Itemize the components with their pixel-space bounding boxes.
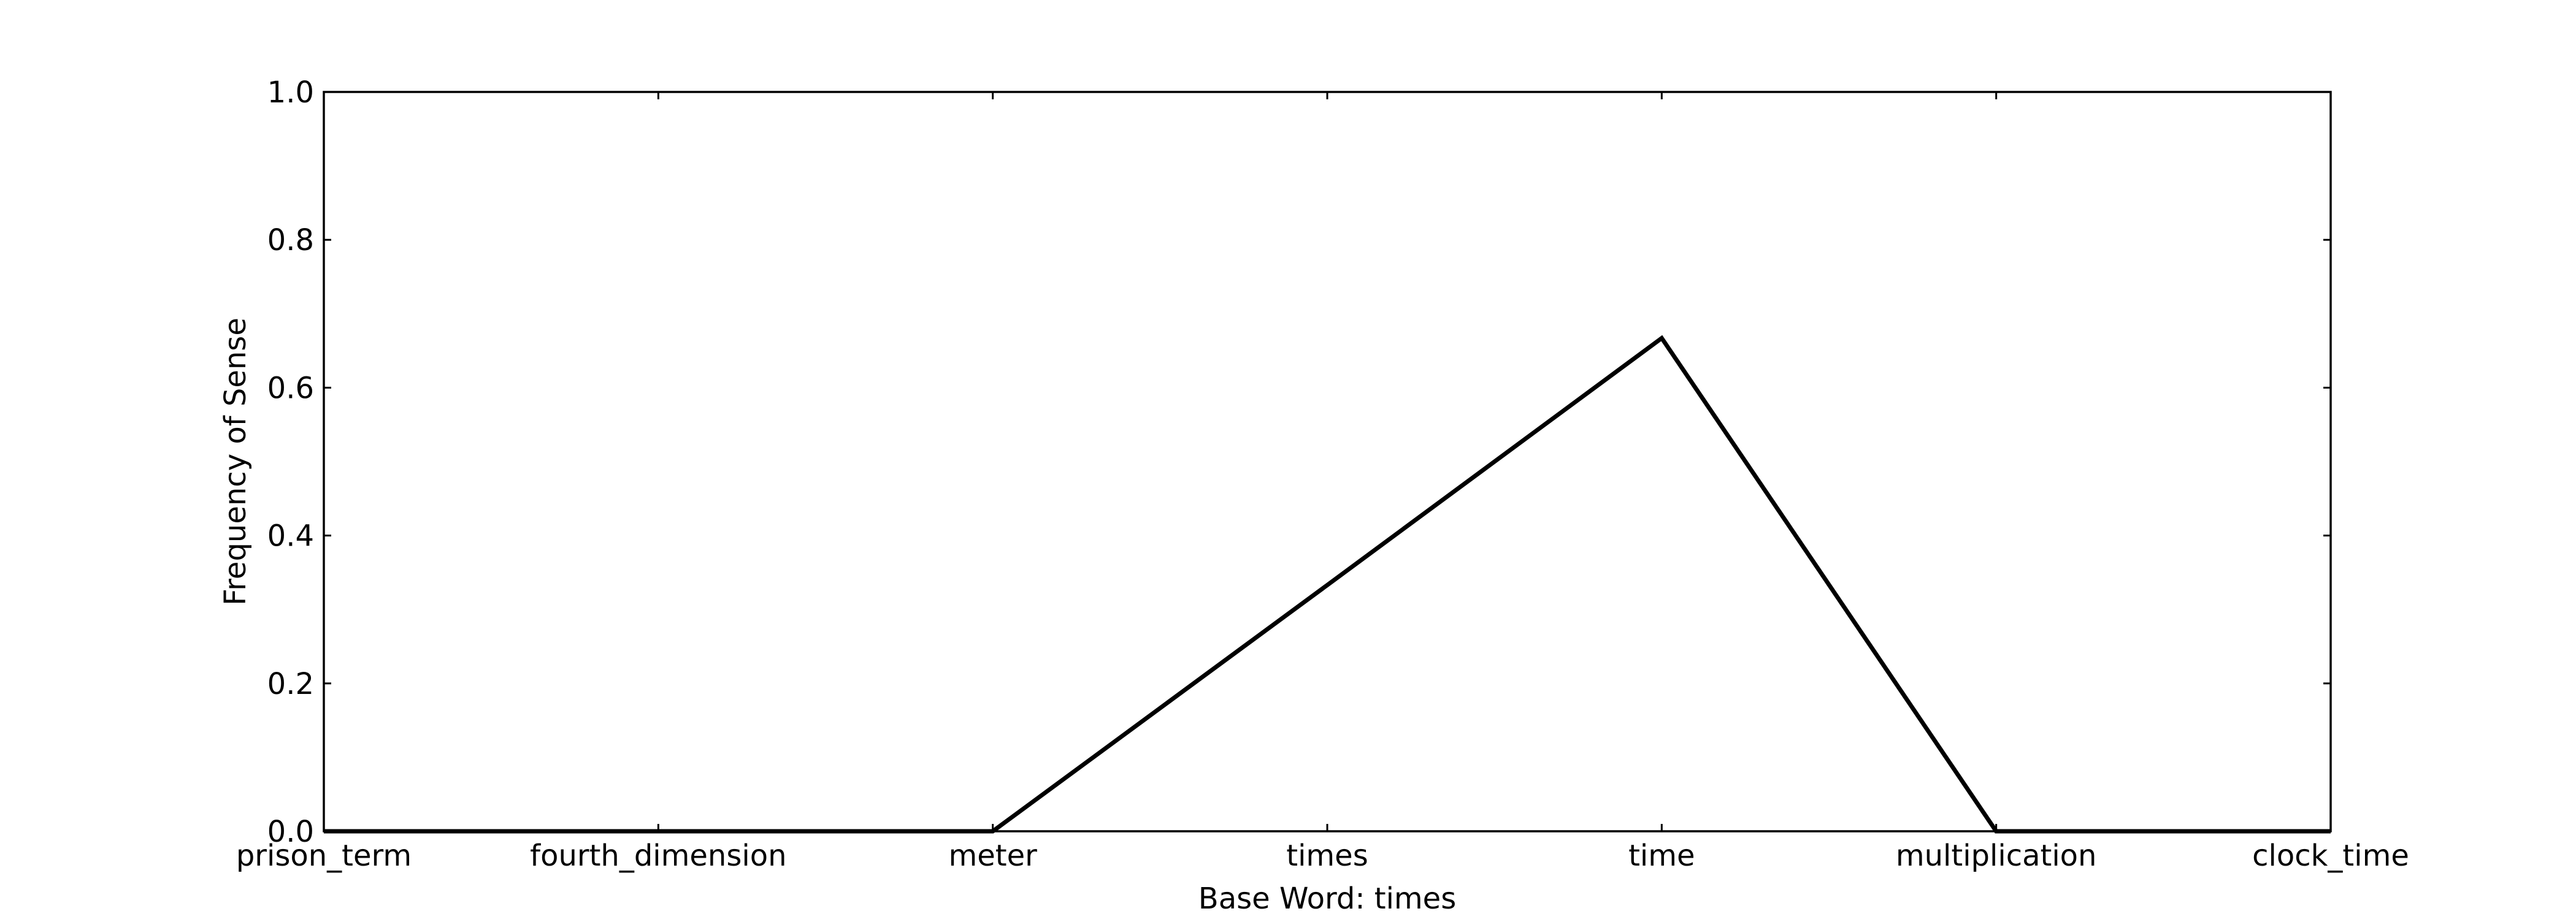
x-axis-label: Base Word: times — [1198, 882, 1456, 916]
y-tick-label: 0.2 — [267, 667, 314, 701]
series-line-0 — [324, 335, 2331, 834]
x-tick-label: clock_time — [2252, 839, 2409, 873]
y-tick-label: 0.6 — [267, 371, 314, 405]
x-tick-label: times — [1286, 839, 1368, 873]
x-tick-label: meter — [948, 839, 1037, 873]
y-tick-label: 1.0 — [267, 75, 314, 110]
x-tick-label: prison_term — [236, 839, 412, 873]
y-tick-label: 0.0 — [267, 815, 314, 849]
y-tick-label: 0.4 — [267, 519, 314, 554]
y-axis-label: Frequency of Sense — [218, 318, 253, 606]
plot-frame — [323, 91, 2332, 832]
y-tick-label: 0.8 — [267, 223, 314, 257]
x-tick-label: time — [1628, 839, 1695, 873]
x-tick-label: multiplication — [1896, 839, 2097, 873]
x-tick-label: fourth_dimension — [530, 839, 786, 873]
